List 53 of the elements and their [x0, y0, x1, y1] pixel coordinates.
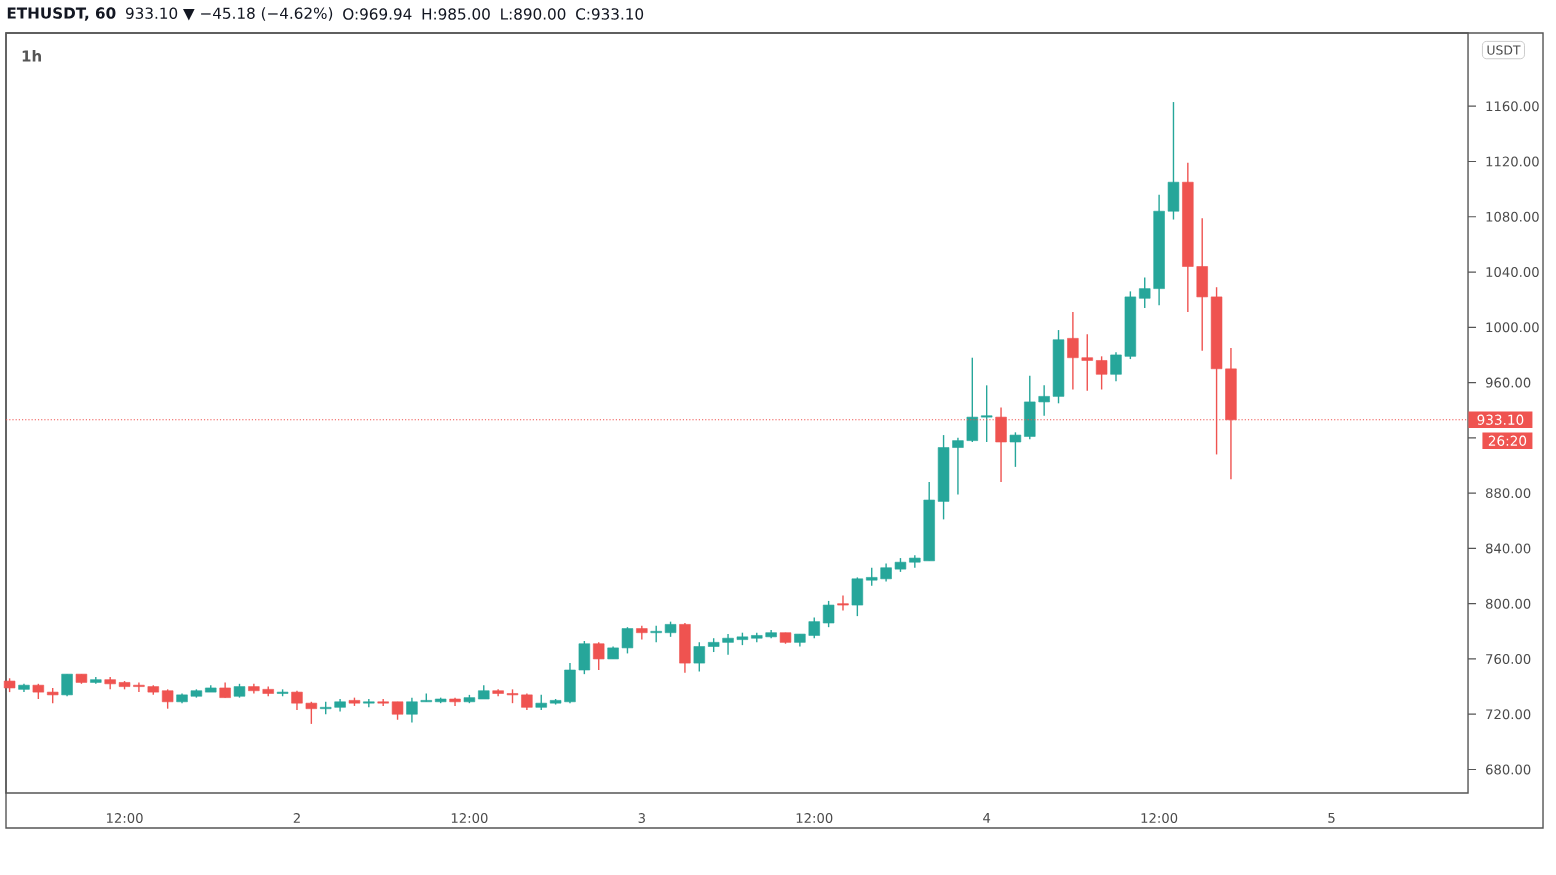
x-tick-label: 12:00	[1141, 813, 1178, 824]
candlestick	[305, 701, 318, 725]
text: 1h	[22, 50, 41, 62]
candlestick	[133, 681, 145, 693]
y-tick-label: 1160.00	[1486, 101, 1539, 112]
candlestick	[980, 384, 993, 443]
text: L:890.00	[501, 8, 566, 20]
candlestick	[966, 357, 979, 443]
candlestick	[1081, 333, 1093, 392]
candlestick	[693, 641, 705, 673]
y-tick-label: 1080.00	[1486, 211, 1539, 222]
candlestick	[952, 437, 964, 496]
candlestick	[837, 594, 849, 612]
y-tick-label: 1000.00	[1486, 322, 1539, 333]
candlestick	[722, 633, 734, 656]
candlestick	[1038, 384, 1050, 417]
candlestick	[636, 625, 648, 641]
candlestick	[1067, 311, 1079, 391]
ref-line-label: 933.10	[1477, 414, 1524, 425]
x-tick-label: 12:00	[106, 813, 143, 824]
candlestick	[808, 616, 820, 639]
y-tick-label: 720.00	[1486, 709, 1531, 720]
text: H:985.00	[422, 8, 490, 20]
candlestick	[1110, 351, 1122, 382]
x-tick-label: 2	[293, 813, 300, 823]
y-tick-label: 880.00	[1485, 488, 1531, 499]
y-tick-label: 680.00	[1485, 764, 1531, 775]
y-tick-label: 840.00	[1485, 543, 1531, 554]
candlestick	[593, 641, 605, 671]
candlestick	[621, 626, 634, 655]
y-tick-label: 1040.00	[1486, 267, 1539, 278]
x-tick-label: 12:00	[796, 813, 833, 824]
text: 26:20	[1488, 435, 1527, 446]
candlestick	[1009, 431, 1022, 468]
x-tick-label: 12:00	[451, 813, 488, 824]
candlestick	[1139, 276, 1151, 309]
x-tick-label: 3	[638, 813, 645, 824]
candlestick	[650, 625, 662, 644]
candlestick	[161, 688, 174, 710]
y-axis-title: USDT	[1487, 45, 1521, 55]
x-tick-label: 4	[983, 813, 991, 823]
y-tick-label: 760.00	[1486, 653, 1531, 664]
candlestick	[406, 696, 418, 724]
x-tick-label: 5	[1328, 813, 1335, 823]
text: 933.10 ▼ −45.18 (−4.62%)	[125, 7, 333, 21]
text: C:933.10	[576, 8, 644, 20]
chart-title: ETHUSDT, 60	[7, 7, 116, 21]
y-tick-label: 960.00	[1485, 377, 1531, 388]
candlestick	[1095, 355, 1108, 391]
text: O:969.94	[343, 8, 412, 20]
y-tick-label: 1120.00	[1486, 156, 1539, 167]
candlestick	[822, 600, 835, 628]
y-tick-label: 800.00	[1485, 598, 1531, 609]
